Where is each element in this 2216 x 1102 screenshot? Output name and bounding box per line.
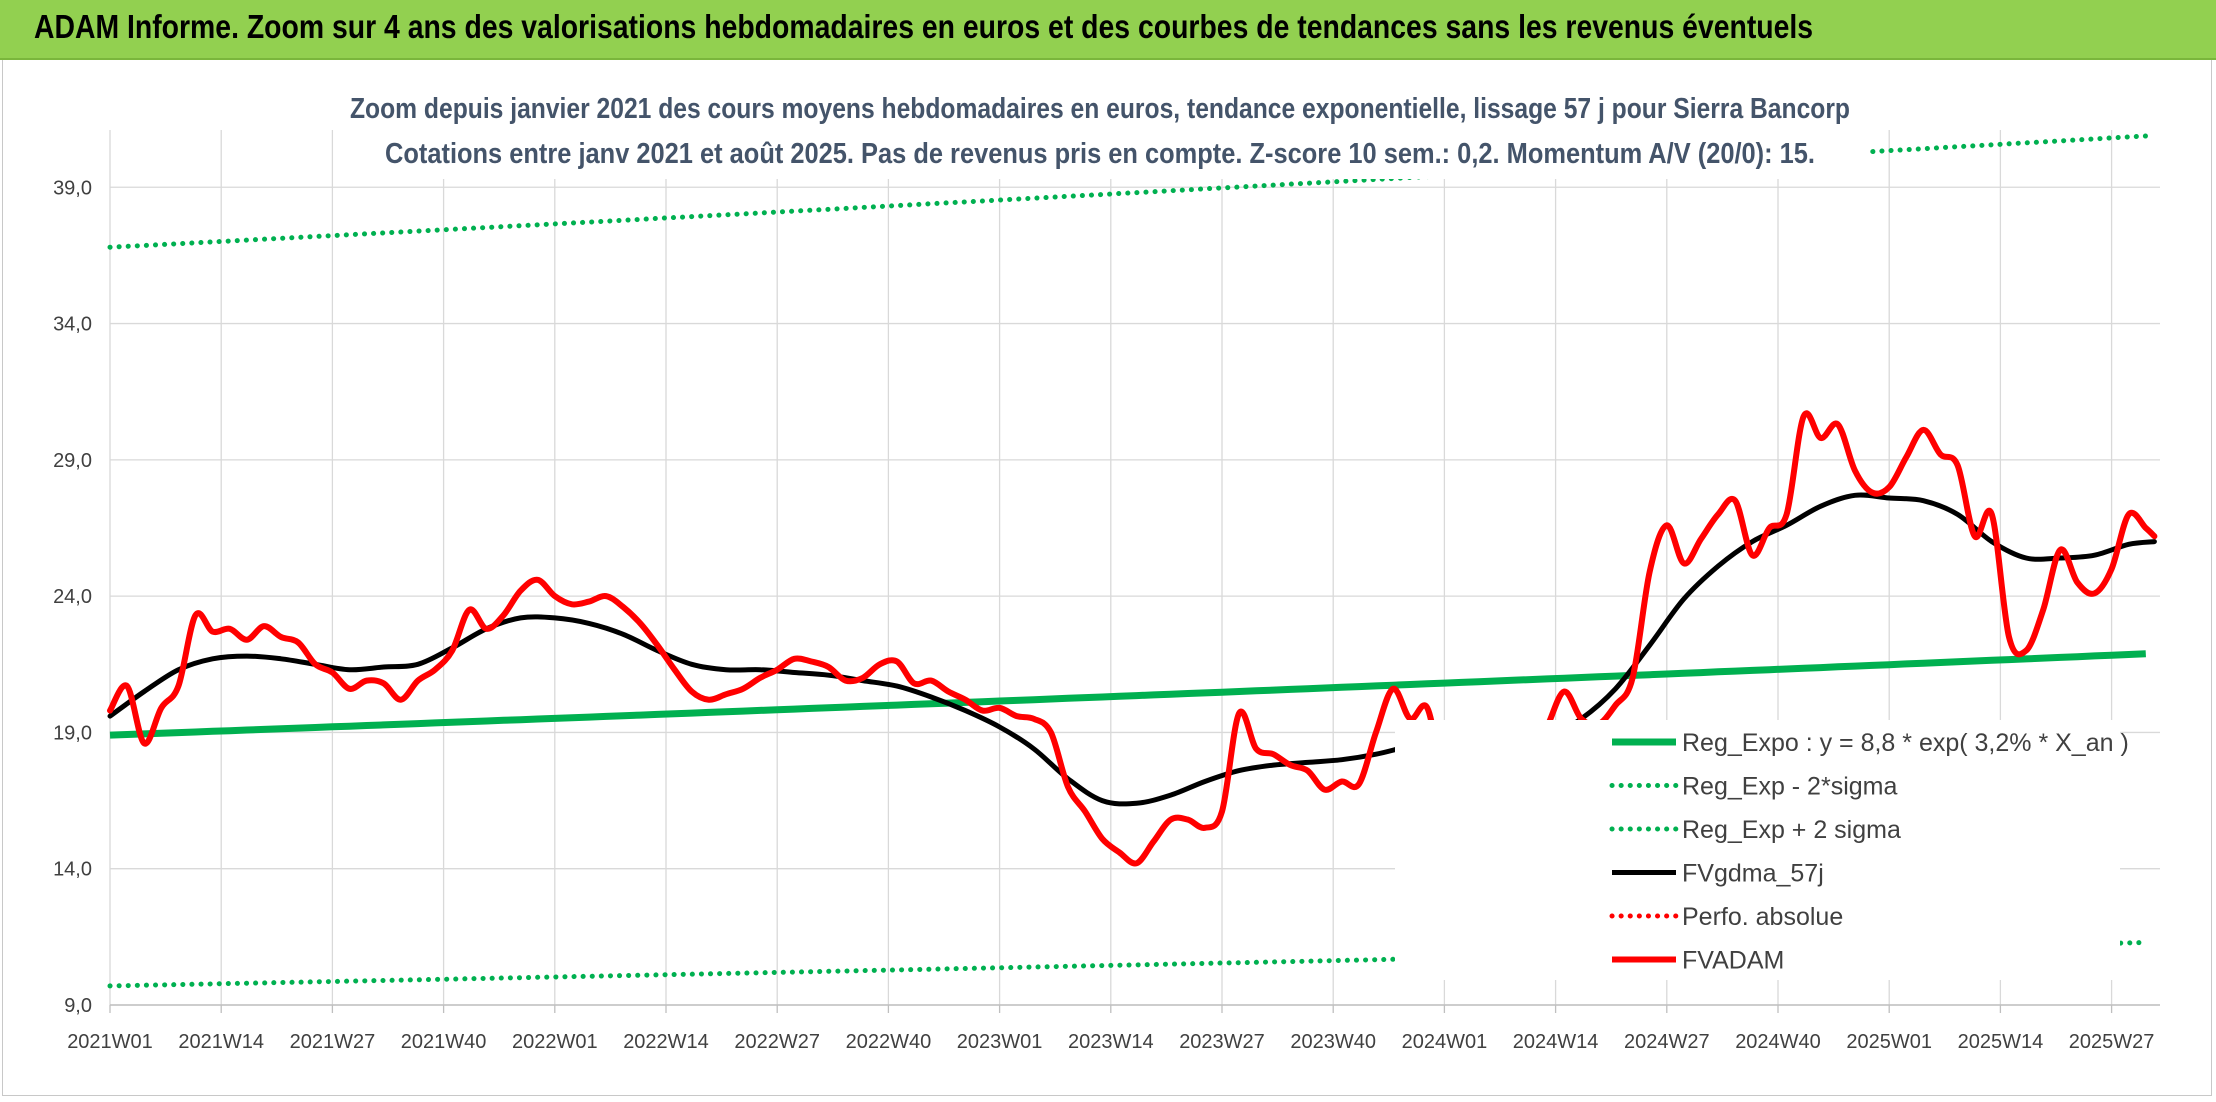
series-line-1 <box>107 940 2149 989</box>
legend-label: Perfo. absolue <box>1682 903 1843 931</box>
legend-background <box>1395 720 2120 980</box>
report-title: ADAM Informe. Zoom sur 4 ans des valoris… <box>34 8 1814 45</box>
x-tick-label: 2021W27 <box>290 1031 376 1053</box>
x-tick-label: 2022W01 <box>512 1031 598 1053</box>
y-axis-ticks: 9,0 14,0 19,0 24,0 29,0 34,0 39,0 <box>53 177 92 1017</box>
y-tick-label: 14,0 <box>53 859 92 881</box>
x-tick-label: 2022W27 <box>734 1031 820 1053</box>
y-tick-label: 19,0 <box>53 722 92 744</box>
legend-label: Reg_Expo : y = 8,8 * exp( 3,2% * X_an ) <box>1682 729 2129 757</box>
legend-label: Reg_Exp + 2 sigma <box>1682 816 1901 844</box>
y-tick-label: 9,0 <box>64 995 92 1017</box>
x-tick-label: 2023W40 <box>1290 1031 1376 1053</box>
x-tick-label: 2022W40 <box>846 1031 932 1053</box>
x-tick-label: 2023W27 <box>1179 1031 1265 1053</box>
legend-label: FVADAM <box>1682 947 1784 975</box>
chart-frame <box>2 60 2212 1096</box>
y-tick-label: 39,0 <box>53 177 92 199</box>
x-tick-label: 2022W14 <box>623 1031 709 1053</box>
chart-title: Zoom depuis janvier 2021 des cours moyen… <box>350 93 1850 125</box>
legend: Reg_Expo : y = 8,8 * exp( 3,2% * X_an ) R… <box>1609 729 2129 975</box>
x-tick-label: 2025W27 <box>2069 1031 2155 1053</box>
series-line-2 <box>107 133 2149 250</box>
x-axis-ticks: 2021W01 2021W14 2021W27 2021W40 2022W01 2022W… <box>67 1031 2154 1053</box>
y-tick-label: 24,0 <box>53 586 92 608</box>
title-background <box>340 84 1870 179</box>
x-tick-label: 2023W14 <box>1068 1031 1154 1053</box>
series-line-0 <box>109 650 2146 739</box>
x-tick-label: 2024W01 <box>1402 1031 1488 1053</box>
x-tick-label: 2021W01 <box>67 1031 153 1053</box>
y-tick-label: 34,0 <box>53 314 92 336</box>
x-tick-label: 2023W01 <box>957 1031 1043 1053</box>
legend-label: Reg_Exp - 2*sigma <box>1682 773 1897 801</box>
x-tick-label: 2021W40 <box>401 1031 487 1053</box>
chart-subtitle: Cotations entre janv 2021 et août 2025. … <box>385 138 1815 170</box>
x-tick-label: 2024W27 <box>1624 1031 1710 1053</box>
x-tick-label: 2024W14 <box>1513 1031 1599 1053</box>
x-tick-label: 2025W14 <box>1958 1031 2044 1053</box>
x-tick-label: 2024W40 <box>1735 1031 1821 1053</box>
legend-label: FVgdma_57j <box>1682 860 1824 888</box>
report-header: ADAM Informe. Zoom sur 4 ans des valoris… <box>0 0 2216 60</box>
x-tick-label: 2025W01 <box>1846 1031 1932 1053</box>
series-line-5 <box>107 410 2158 867</box>
x-tick-label: 2021W14 <box>178 1031 264 1053</box>
series-layer <box>107 133 2158 989</box>
y-tick-label: 29,0 <box>53 450 92 472</box>
